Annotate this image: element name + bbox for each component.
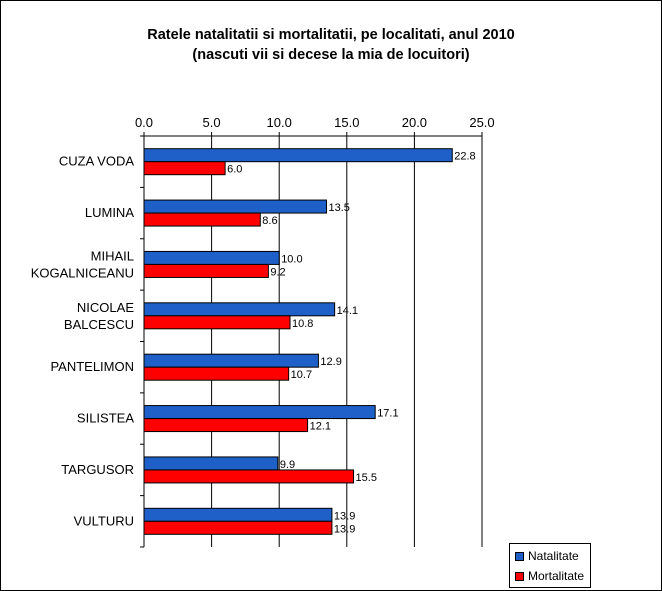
data-label: 12.1 bbox=[310, 421, 331, 433]
legend-label-mortalitate: Mortalitate bbox=[528, 569, 585, 583]
bar-natalitate bbox=[143, 302, 336, 317]
bar-mortalitate bbox=[143, 212, 261, 227]
bar-mortalitate bbox=[143, 263, 269, 278]
category-label: NICOLAE bbox=[77, 300, 134, 315]
data-label: 22.8 bbox=[454, 151, 475, 163]
data-label: 9.9 bbox=[280, 459, 295, 471]
x-tick-label: 20.0 bbox=[402, 115, 427, 130]
category-label: LUMINA bbox=[85, 205, 134, 220]
data-label: 13.9 bbox=[334, 510, 355, 522]
bar-mortalitate bbox=[143, 520, 333, 535]
legend-label-natalitate: Natalitate bbox=[528, 549, 579, 563]
bar-natalitate bbox=[143, 405, 376, 420]
legend-swatch-mortalitate bbox=[515, 571, 524, 581]
data-label: 14.1 bbox=[337, 305, 358, 317]
legend-swatch-natalitate bbox=[515, 551, 524, 561]
data-label: 9.2 bbox=[270, 266, 285, 278]
category-label: KOGALNICEANU bbox=[31, 265, 134, 280]
data-label: 6.0 bbox=[227, 164, 242, 176]
legend-item-natalitate: Natalitate bbox=[515, 549, 579, 563]
chart-title-line-2: (nascuti vii si decese la mia de locuito… bbox=[192, 47, 470, 63]
data-label: 10.7 bbox=[291, 369, 312, 381]
category-label: MIHAIL bbox=[91, 248, 134, 263]
x-tick-label: 10.0 bbox=[267, 115, 292, 130]
data-label: 13.5 bbox=[329, 202, 350, 214]
category-label: CUZA VODA bbox=[59, 154, 134, 169]
x-tick-label: 5.0 bbox=[203, 115, 221, 130]
bar-mortalitate bbox=[143, 418, 309, 433]
category-label: VULTURU bbox=[74, 513, 134, 528]
legend-item-mortalitate: Mortalitate bbox=[515, 569, 584, 583]
category-label: TARGUSOR bbox=[61, 462, 134, 477]
bar-mortalitate bbox=[143, 161, 226, 176]
data-label: 13.9 bbox=[334, 523, 355, 535]
data-label: 10.8 bbox=[292, 318, 313, 330]
bar-natalitate bbox=[143, 456, 279, 471]
bar-mortalitate bbox=[143, 315, 291, 330]
bar-natalitate bbox=[143, 507, 333, 522]
data-label: 17.1 bbox=[377, 408, 398, 420]
x-tick-label: 0.0 bbox=[135, 115, 153, 130]
bar-natalitate bbox=[143, 353, 319, 368]
legend: Natalitate Mortalitate bbox=[509, 543, 591, 588]
bar-natalitate bbox=[143, 148, 453, 163]
category-label: SILISTEA bbox=[77, 411, 134, 426]
bar-natalitate bbox=[143, 250, 280, 265]
bar-natalitate bbox=[143, 199, 328, 214]
plot-area bbox=[144, 136, 482, 547]
category-label: BALCESCU bbox=[64, 317, 134, 332]
data-label: 12.9 bbox=[320, 356, 341, 368]
chart-title-line-1: Ratele natalitatii si mortalitatii, pe l… bbox=[147, 27, 515, 43]
x-tick-label: 15.0 bbox=[334, 115, 359, 130]
bar-mortalitate bbox=[143, 469, 355, 484]
bar-mortalitate bbox=[143, 366, 290, 381]
data-label: 10.0 bbox=[281, 253, 302, 265]
chart-title: Ratele natalitatii si mortalitatii, pe l… bbox=[1, 25, 661, 65]
x-tick-label: 25.0 bbox=[469, 115, 494, 130]
data-label: 8.6 bbox=[262, 215, 277, 227]
data-label: 15.5 bbox=[356, 472, 377, 484]
category-label: PANTELIMON bbox=[50, 359, 134, 374]
